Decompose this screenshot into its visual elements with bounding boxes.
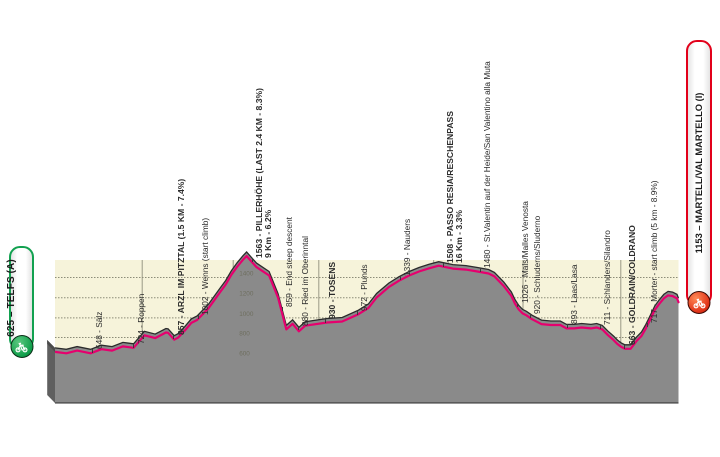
svg-text:1400: 1400 <box>239 271 254 278</box>
svg-text:1000: 1000 <box>239 311 254 318</box>
svg-text:1200: 1200 <box>239 291 254 298</box>
svg-text:800: 800 <box>239 331 250 338</box>
svg-text:600: 600 <box>239 351 250 358</box>
